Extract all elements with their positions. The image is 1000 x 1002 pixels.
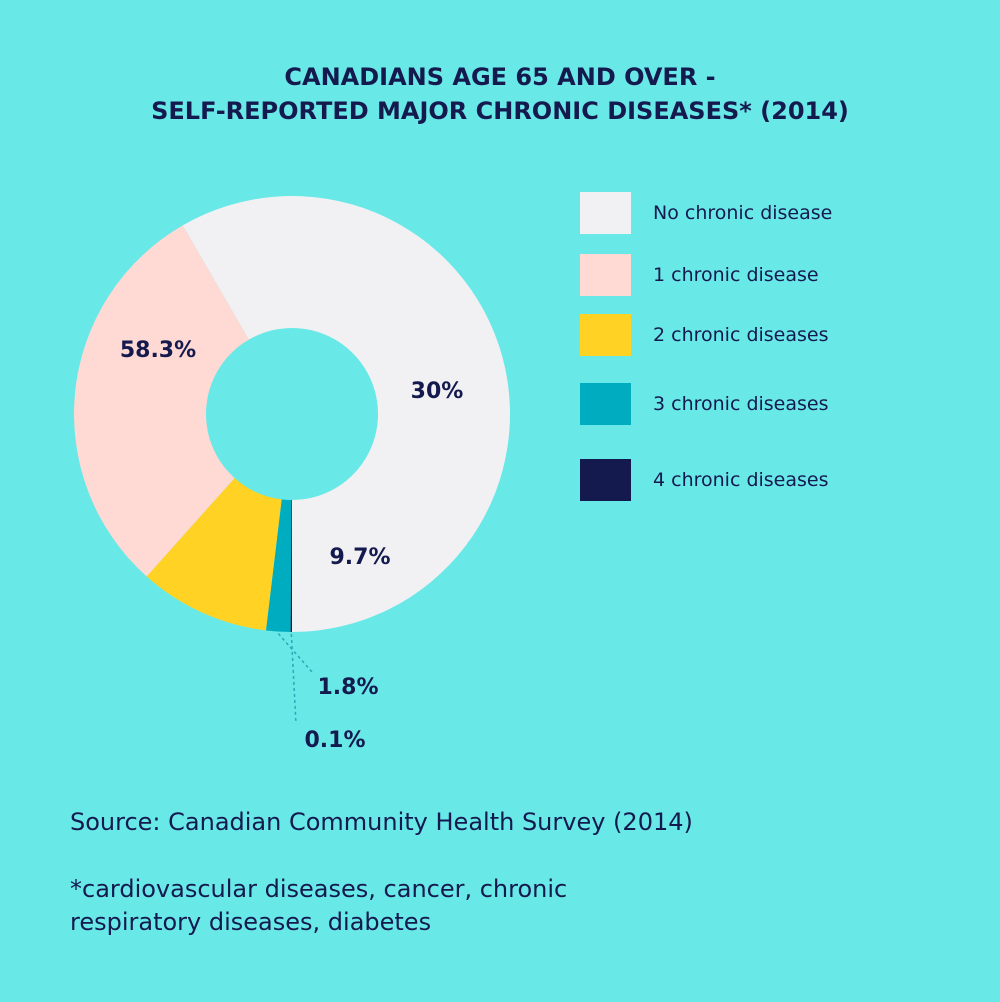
legend-item-3-chronic-diseases: 3 chronic diseases [580, 383, 980, 425]
legend-item-2-chronic-diseases: 2 chronic diseases [580, 314, 980, 356]
legend-swatch [580, 459, 631, 501]
legend-swatch [580, 254, 631, 296]
source-note: Source: Canadian Community Health Survey… [70, 808, 693, 836]
legend-item-no-chronic-disease: No chronic disease [580, 192, 980, 234]
donut-slices [73, 196, 510, 633]
chart-title-line-2: SELF-REPORTED MAJOR CHRONIC DISEASES* (2… [151, 97, 849, 125]
slice-labels: 58.3% 30% 9.7% 1.8% 0.1% [120, 338, 464, 753]
footnote-line-2: respiratory diseases, diabetes [70, 908, 432, 936]
donut-slice-1-chronic-disease [73, 225, 249, 577]
chart-title: CANADIANS AGE 65 AND OVER - SELF-REPORTE… [0, 60, 1000, 128]
legend-item-4-chronic-diseases: 4 chronic diseases [580, 459, 980, 501]
donut-slice-3-chronic-diseases [266, 499, 292, 632]
donut-slice-2-chronic-diseases [146, 478, 282, 631]
data-label-4-chronic-diseases: 0.1% [304, 728, 365, 753]
legend-label: No chronic disease [653, 202, 833, 224]
legend-swatch [580, 192, 631, 234]
leader-line-4-chronic-diseases [290, 633, 297, 725]
footnote: *cardiovascular diseases, cancer, chroni… [70, 873, 770, 939]
chart-title-line-1: CANADIANS AGE 65 AND OVER - [284, 63, 716, 91]
data-label-1-chronic-disease: 30% [411, 379, 464, 404]
data-label-3-chronic-diseases: 1.8% [317, 675, 378, 700]
legend-swatch [580, 383, 631, 425]
data-label-no-chronic-disease: 58.3% [120, 338, 196, 363]
legend-label: 3 chronic diseases [653, 393, 829, 415]
footnote-line-1: *cardiovascular diseases, cancer, chroni… [70, 875, 568, 903]
donut-slice-4-chronic-diseases [290, 499, 292, 632]
leader-lines [277, 633, 313, 725]
data-label-2-chronic-diseases: 9.7% [329, 545, 390, 570]
legend-swatch [580, 314, 631, 356]
donut-slice-no-chronic-disease [182, 196, 510, 633]
legend-label: 4 chronic diseases [653, 469, 829, 491]
leader-line-3-chronic-diseases [277, 633, 313, 673]
legend-label: 1 chronic disease [653, 264, 819, 286]
legend-label: 2 chronic diseases [653, 324, 829, 346]
legend-item-1-chronic-disease: 1 chronic disease [580, 254, 980, 296]
